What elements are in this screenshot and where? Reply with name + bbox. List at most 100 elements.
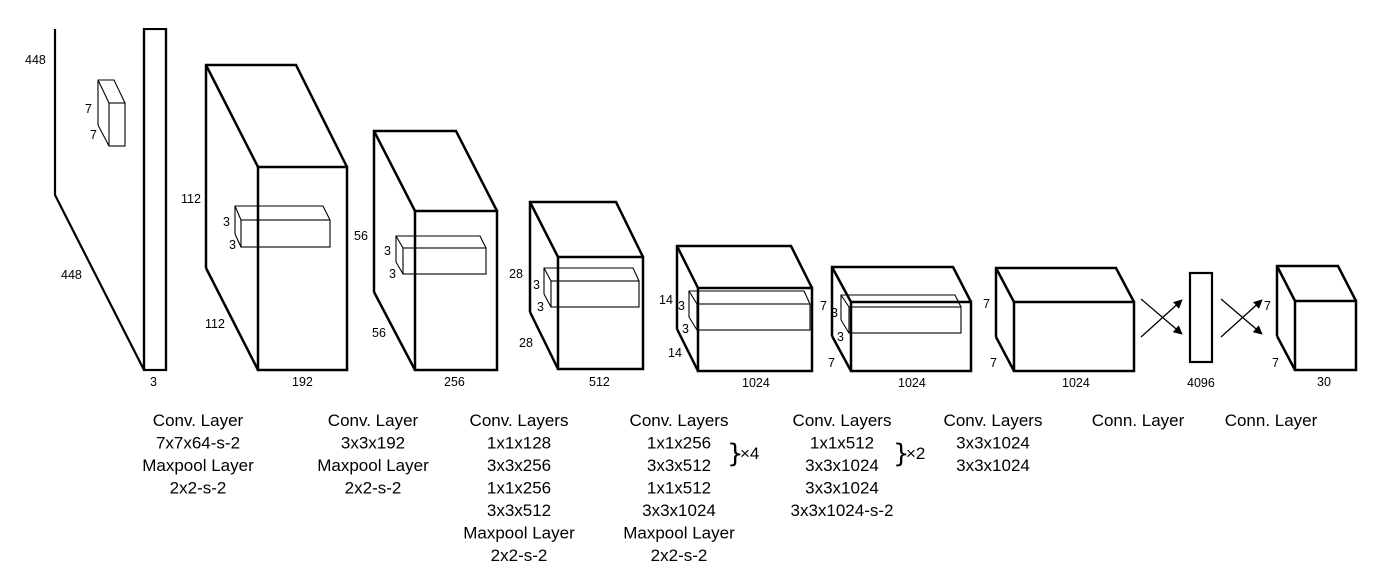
kernel-3x3-edge xyxy=(543,293,552,308)
caption-5: Conv. Layers 1x1x512 3x3x1024 3x3x1024 3x3x1… xyxy=(790,411,925,520)
kernel-3x3-front xyxy=(550,280,640,308)
feature-volume-56 xyxy=(372,129,499,372)
feature-volume-7b-back xyxy=(994,266,1136,337)
layer-9-dims: 7 7 30 xyxy=(1264,299,1331,389)
dim-label: 28 xyxy=(519,336,533,350)
caption-line: Conv. Layer xyxy=(153,411,244,430)
layer-shapes xyxy=(53,0,1358,373)
brace-icon: } xyxy=(727,439,744,469)
brace-icon: } xyxy=(893,439,910,469)
dim-label: 3 xyxy=(831,306,838,320)
layer-2-dims: 112 3 3 112 192 xyxy=(181,192,313,389)
feature-volume-112 xyxy=(204,63,349,372)
caption-2: Conv. Layer 3x3x192 Maxpool Layer 2x2-s-2 xyxy=(317,411,429,498)
caption-1: Conv. Layer 7x7x64-s-2 Maxpool Layer 2x2-s-… xyxy=(142,411,254,498)
kernel-3x3 xyxy=(840,294,962,334)
feature-volume-112-edge xyxy=(204,267,260,371)
kernel-3x3-edge xyxy=(688,290,698,305)
feature-volume-14-edge xyxy=(675,328,700,372)
caption-line: Maxpool Layer xyxy=(463,524,575,543)
caption-line: 3x3x1024 xyxy=(642,501,716,520)
layer-7-dims: 7 7 1024 xyxy=(983,297,1090,390)
feature-volume-112-edge xyxy=(204,64,260,168)
mask xyxy=(144,0,168,28)
feature-volume-14-back xyxy=(675,244,814,329)
kernel-3x3-front xyxy=(240,219,331,248)
dim-label: 4096 xyxy=(1187,376,1215,390)
caption-line: 2x2-s-2 xyxy=(651,546,708,565)
kernel-7x7-back xyxy=(97,79,126,125)
kernel-3x3-back xyxy=(543,267,640,294)
dim-label: 3 xyxy=(223,215,230,229)
caption-line: Conv. Layers xyxy=(944,411,1043,430)
feature-volume-7b-edge xyxy=(994,336,1016,372)
kernel-3x3-back xyxy=(840,294,962,320)
kernel-3x3 xyxy=(688,290,811,331)
layer-captions: Conv. Layer 7x7x64-s-2 Maxpool Layer 2x2-s-… xyxy=(142,411,1317,565)
dim-label: 7 xyxy=(820,299,827,313)
layer-1-dims: 448 7 7 448 3 xyxy=(25,53,157,389)
kernel-3x3-edge xyxy=(234,205,242,221)
fully-connected-arrow-icon xyxy=(1140,298,1183,335)
caption-3: Conv. Layers 1x1x128 3x3x256 1x1x256 3x3x512… xyxy=(463,411,575,565)
dim-label: 7 xyxy=(828,356,835,370)
repeat-count: ×4 xyxy=(740,444,759,463)
dim-label: 7 xyxy=(85,102,92,116)
dim-label: 7 xyxy=(90,128,97,142)
feature-volume-112-back xyxy=(204,63,349,268)
caption-line: Maxpool Layer xyxy=(142,456,254,475)
kernel-3x3-edge xyxy=(395,261,404,275)
kernel-3x3-front xyxy=(696,303,811,331)
dim-label: 3 xyxy=(389,267,396,281)
caption-line: Maxpool Layer xyxy=(317,456,429,475)
dim-label: 3 xyxy=(533,278,540,292)
feature-volume-28 xyxy=(528,200,645,371)
caption-line: 3x3x1024 xyxy=(956,434,1030,453)
caption-line: 1x1x128 xyxy=(487,434,551,453)
caption-line: 3x3x1024 xyxy=(956,456,1030,475)
kernel-3x3-front xyxy=(848,306,962,334)
feature-volume-28-front xyxy=(556,255,645,371)
kernel-7x7-edge xyxy=(97,79,110,104)
dim-label: 1024 xyxy=(742,376,770,390)
output-volume-edge xyxy=(1275,335,1297,371)
kernel-3x3-edge xyxy=(234,233,242,248)
caption-line: 7x7x64-s-2 xyxy=(156,434,240,453)
dim-label: 256 xyxy=(444,375,465,389)
feature-volume-7a-front xyxy=(849,300,973,373)
kernel-3x3-edge xyxy=(840,294,850,308)
layer-6-dims: 7 3 3 7 1024 xyxy=(820,299,926,390)
caption-8: Conn. Layer xyxy=(1225,411,1318,430)
dim-label: 7 xyxy=(1272,356,1279,370)
feature-volume-56-edge xyxy=(372,130,417,212)
feature-volume-7a xyxy=(830,265,973,373)
fully-connected-arrow-icon xyxy=(1140,299,1183,338)
caption-line: 2x2-s-2 xyxy=(491,546,548,565)
caption-line: Conv. Layer xyxy=(328,411,419,430)
output-volume-back xyxy=(1275,264,1358,336)
kernel-3x3-back xyxy=(395,235,487,262)
dim-label: 448 xyxy=(61,268,82,282)
dim-label: 3 xyxy=(537,300,544,314)
feature-volume-56-back xyxy=(372,129,499,292)
dim-label: 3 xyxy=(678,299,685,313)
dim-label: 448 xyxy=(25,53,46,67)
dim-label: 192 xyxy=(292,375,313,389)
kernel-3x3-edge xyxy=(840,319,850,334)
feature-volume-28-edge xyxy=(528,201,560,258)
feature-volume-28-edge xyxy=(528,311,560,370)
output-volume-front xyxy=(1293,299,1358,372)
feature-volume-7a-edge xyxy=(830,266,853,303)
dim-label: 3 xyxy=(150,375,157,389)
caption-line: 1x1x256 xyxy=(647,434,711,453)
kernel-3x3-edge xyxy=(688,316,698,331)
caption-line: Conv. Layers xyxy=(470,411,569,430)
fully-connected-arrow-icon xyxy=(1220,299,1263,338)
dim-label: 1024 xyxy=(898,376,926,390)
dim-label: 7 xyxy=(983,297,990,311)
caption-line: 1x1x512 xyxy=(810,434,874,453)
feature-volume-7b xyxy=(994,266,1136,373)
kernel-3x3 xyxy=(395,235,487,275)
dim-label: 1024 xyxy=(1062,376,1090,390)
caption-line: 3x3x256 xyxy=(487,456,551,475)
